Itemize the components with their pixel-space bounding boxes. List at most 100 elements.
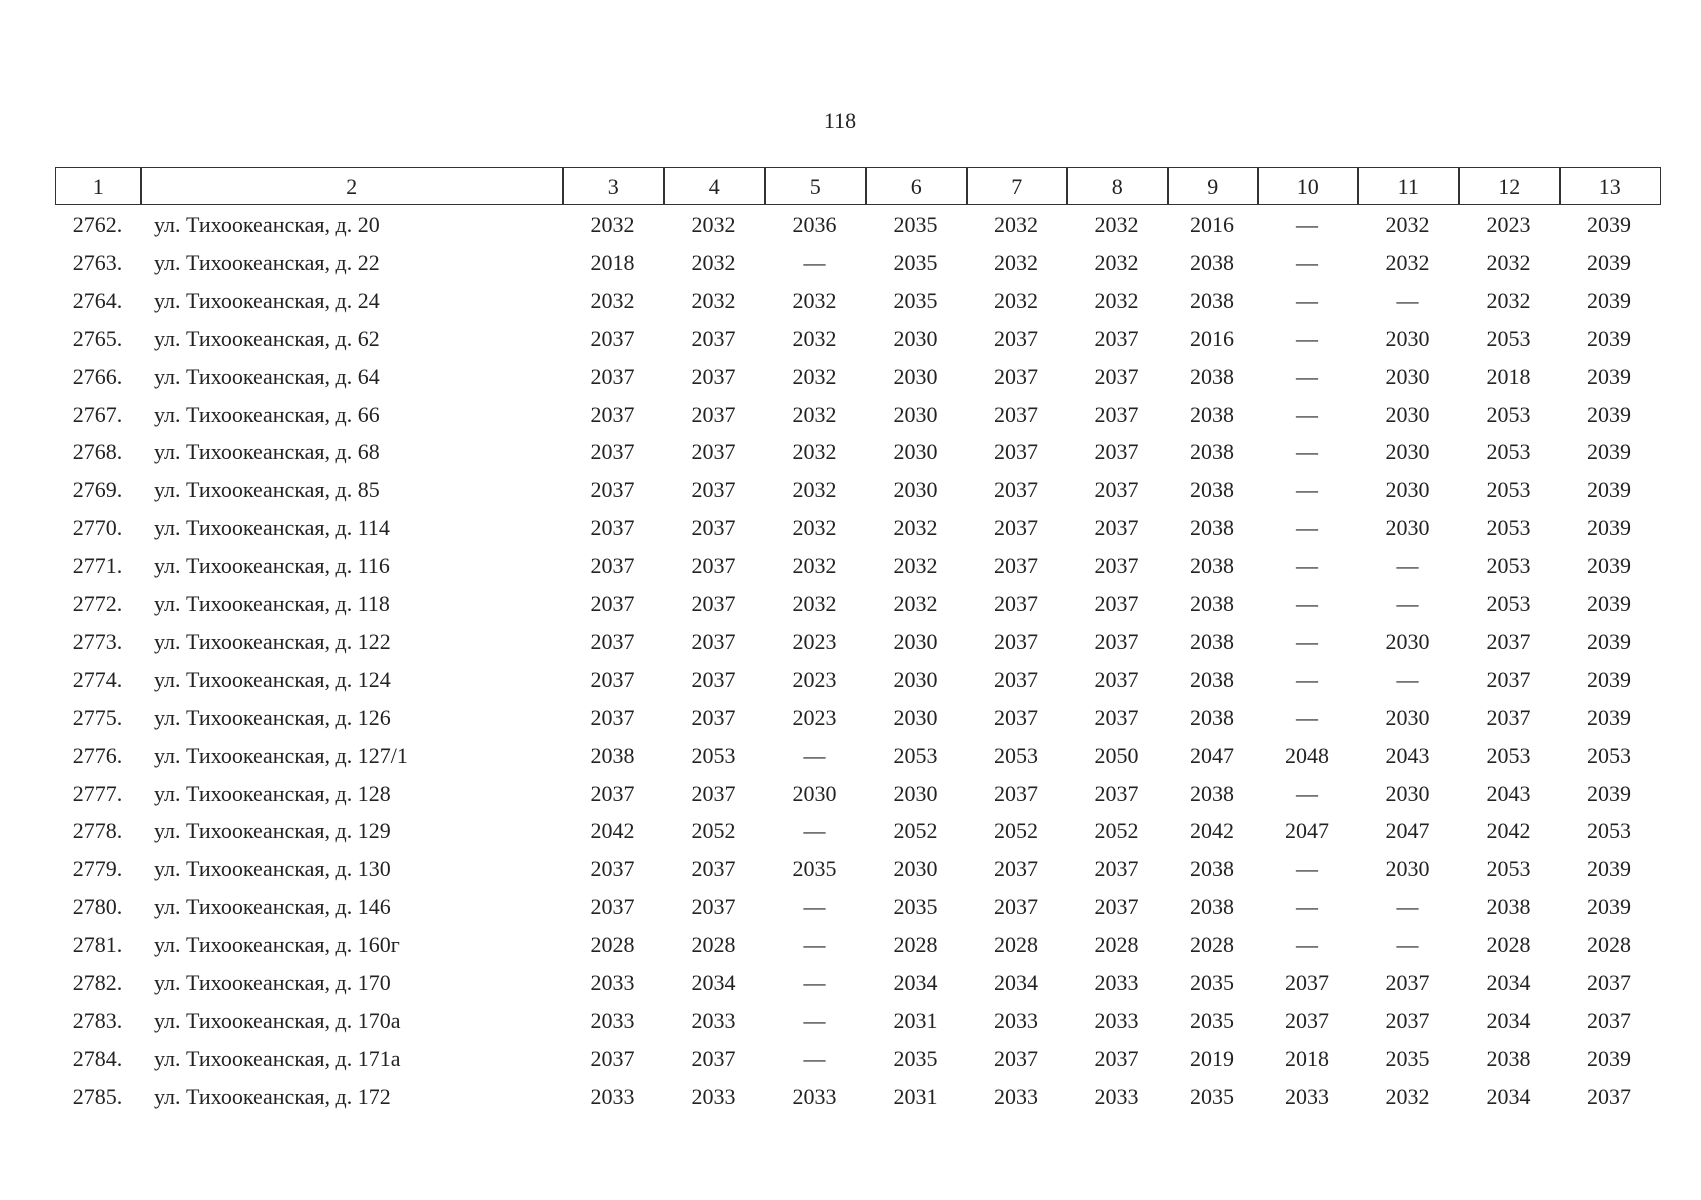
year-cell: 2043 [1486, 780, 1531, 806]
address: ул. Тихоокеанская, д. 129 [154, 818, 391, 844]
year-cell: 2037 [691, 1045, 736, 1071]
year-cell: 2032 [1486, 287, 1531, 313]
row-number: 2765. [72, 325, 123, 351]
year-cell: 2042 [1190, 818, 1234, 844]
year-cell: 2037 [994, 363, 1038, 389]
header-cell: 11 [1357, 167, 1460, 205]
year-cell: 2030 [1385, 704, 1430, 730]
year-cell: — [1296, 249, 1318, 275]
year-cell: 2053 [893, 742, 938, 768]
year-cell: — [1396, 894, 1419, 920]
year-cell: 2037 [994, 780, 1038, 806]
year-cell: 2037 [590, 363, 635, 389]
year-cell: 2018 [1285, 1045, 1329, 1071]
year-cell: 2037 [691, 477, 736, 503]
year-cell: 2038 [1190, 401, 1234, 427]
year-cell: — [803, 249, 826, 275]
year-cell: 2037 [994, 704, 1038, 730]
year-cell: 2032 [792, 477, 837, 503]
header-cell: 4 [663, 167, 766, 205]
year-cell: 2037 [590, 666, 635, 692]
year-cell: 2032 [994, 249, 1038, 275]
year-cell: 2037 [994, 1045, 1038, 1071]
year-cell: 2039 [1587, 591, 1631, 616]
year-cell: 2028 [1486, 932, 1531, 958]
row-number: 2780. [72, 894, 123, 920]
address: ул. Тихоокеанская, д. 146 [154, 894, 391, 920]
year-cell: 2023 [792, 666, 837, 692]
address: ул. Тихоокеанская, д. 22 [154, 249, 380, 275]
year-cell: — [1296, 628, 1318, 654]
year-cell: 2053 [1587, 742, 1631, 768]
year-cell: 2048 [1285, 742, 1329, 768]
year-cell: — [1296, 666, 1318, 692]
year-cell: 2052 [691, 818, 736, 844]
year-cell: — [1296, 287, 1318, 313]
row-number: 2768. [72, 439, 123, 465]
year-cell: — [1396, 591, 1419, 616]
year-cell: 2032 [792, 439, 837, 465]
year-cell: 2030 [893, 780, 938, 806]
year-cell: 2037 [1094, 666, 1139, 692]
year-cell: 2052 [994, 818, 1038, 844]
year-cell: 2032 [691, 287, 736, 313]
year-cell: — [1296, 515, 1318, 541]
address: ул. Тихоокеанская, д. 126 [154, 704, 391, 730]
year-cell: 2037 [691, 666, 736, 692]
row-number: 2773. [72, 628, 123, 654]
row-number: 2785. [72, 1083, 123, 1109]
year-cell: 2037 [994, 439, 1038, 465]
year-cell: 2039 [1587, 704, 1631, 730]
year-cell: 2037 [691, 628, 736, 654]
row-number: 2772. [72, 591, 123, 616]
year-cell: 2047 [1190, 742, 1234, 768]
year-cell: — [1396, 932, 1419, 958]
year-cell: 2034 [1486, 970, 1531, 995]
year-cell: 2037 [1094, 553, 1139, 579]
year-cell: 2032 [792, 325, 837, 351]
year-cell: 2053 [1486, 856, 1531, 882]
year-cell: 2037 [691, 325, 736, 351]
year-cell: 2033 [994, 1083, 1038, 1109]
year-cell: 2032 [792, 401, 837, 427]
row-number: 2767. [72, 401, 123, 427]
row-number: 2784. [72, 1045, 123, 1071]
row-number: 2776. [72, 742, 123, 768]
row-number: 2769. [72, 477, 123, 503]
year-cell: 2030 [1385, 325, 1430, 351]
year-cell: 2016 [1190, 212, 1234, 237]
year-cell: — [1296, 363, 1318, 389]
year-cell: 2037 [1486, 666, 1531, 692]
header-cell: 6 [865, 167, 968, 205]
year-cell: 2037 [1285, 1007, 1329, 1033]
year-cell: 2047 [1285, 818, 1329, 844]
year-cell: 2039 [1587, 287, 1631, 313]
row-number: 2783. [72, 1007, 123, 1033]
year-cell: 2037 [590, 591, 635, 616]
year-cell: 2037 [590, 856, 635, 882]
year-cell: 2039 [1587, 401, 1631, 427]
year-cell: 2032 [893, 553, 938, 579]
page-number: 118 [823, 108, 857, 133]
year-cell: 2039 [1587, 1045, 1631, 1071]
year-cell: — [1296, 553, 1318, 579]
year-cell: 2037 [691, 591, 736, 616]
year-cell: 2033 [1285, 1083, 1329, 1109]
year-cell: 2035 [1190, 1007, 1234, 1033]
year-cell: 2037 [691, 553, 736, 579]
year-cell: 2037 [994, 553, 1038, 579]
year-cell: 2037 [994, 591, 1038, 616]
year-cell: 2034 [691, 970, 736, 995]
year-cell: 2038 [1190, 591, 1234, 616]
year-cell: 2038 [1190, 553, 1234, 579]
address: ул. Тихоокеанская, д. 68 [154, 439, 380, 465]
year-cell: 2038 [1190, 477, 1234, 503]
year-cell: 2032 [590, 212, 635, 237]
year-cell: 2037 [1094, 628, 1139, 654]
year-cell: 2033 [691, 1007, 736, 1033]
year-cell: 2030 [1385, 363, 1430, 389]
year-cell: 2037 [590, 401, 635, 427]
row-number: 2770. [72, 515, 123, 541]
address: ул. Тихоокеанская, д. 122 [154, 628, 391, 654]
year-cell: 2037 [1094, 704, 1139, 730]
